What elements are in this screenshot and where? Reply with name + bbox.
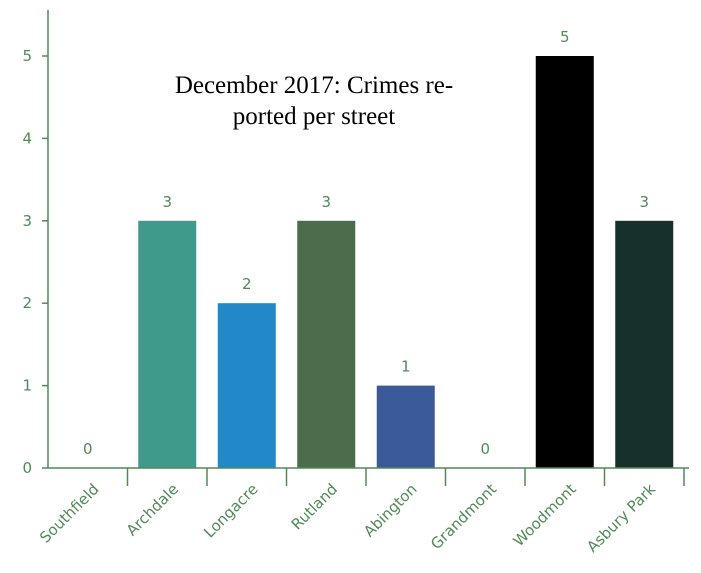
x-tick-label: Woodmont [510, 480, 580, 550]
data-label: 1 [401, 358, 411, 376]
bar-rutland [297, 220, 356, 468]
y-tick-label: 3 [22, 212, 32, 230]
chart-title-line-1: December 2017: Crimes re- [174, 72, 454, 99]
x-tick-label: Rutland [288, 480, 341, 533]
bar-asbury-park [615, 220, 674, 468]
x-tick-label: Longacre [200, 480, 261, 541]
x-tick-label: Southfield [36, 480, 102, 546]
data-label: 0 [83, 440, 93, 458]
data-label: 5 [560, 28, 570, 46]
chart-title-line-2: ported per street [232, 103, 396, 130]
y-tick-label: 5 [22, 47, 32, 65]
data-label: 2 [242, 275, 252, 293]
x-tick-label: Grandmont [427, 480, 500, 553]
bar-longacre [217, 303, 276, 468]
y-tick-label: 1 [22, 377, 32, 395]
data-label: 3 [321, 193, 331, 211]
x-tick-label: Asbury Park [583, 480, 659, 556]
data-label: 3 [639, 193, 649, 211]
y-axis-ticks: 0 1 2 3 4 5 [22, 47, 48, 477]
bar-archdale [138, 220, 197, 468]
chart-title: December 2017: Crimes re- ported per str… [118, 70, 510, 132]
x-axis-ticks: Southfield Archdale Longacre Rutland Abingto… [36, 468, 685, 556]
x-tick-label: Abington [360, 480, 420, 540]
bar-abington [376, 385, 435, 468]
data-label: 3 [162, 193, 172, 211]
data-label: 0 [480, 440, 490, 458]
y-tick-label: 4 [22, 129, 32, 147]
data-labels: 0 3 2 3 1 0 5 3 [83, 28, 649, 458]
bar-woodmont [535, 56, 594, 468]
x-tick-label: Archdale [123, 480, 182, 539]
y-tick-label: 2 [22, 294, 32, 312]
y-tick-label: 0 [22, 459, 32, 477]
bars [138, 56, 674, 468]
